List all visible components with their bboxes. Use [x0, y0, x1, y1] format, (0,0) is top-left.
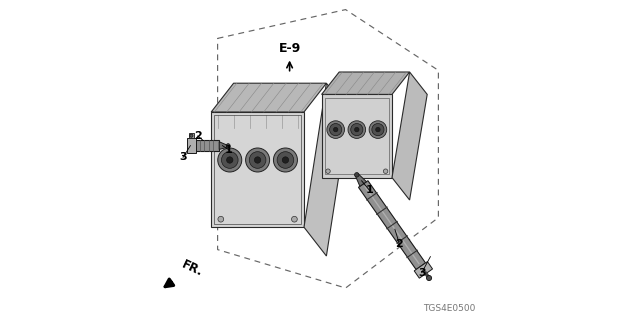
Ellipse shape [355, 127, 359, 132]
Ellipse shape [348, 121, 365, 139]
Polygon shape [322, 94, 392, 178]
Ellipse shape [227, 144, 230, 148]
Ellipse shape [221, 152, 238, 168]
Ellipse shape [246, 148, 269, 172]
Text: 3: 3 [418, 268, 426, 278]
Text: FR.: FR. [179, 258, 205, 279]
Text: E-9: E-9 [278, 42, 301, 54]
Ellipse shape [277, 152, 294, 168]
Ellipse shape [376, 127, 380, 132]
Text: 3: 3 [179, 152, 187, 163]
Ellipse shape [426, 276, 431, 281]
Ellipse shape [227, 157, 233, 163]
Polygon shape [304, 83, 349, 256]
Polygon shape [219, 142, 230, 149]
Text: 2: 2 [396, 239, 403, 249]
Polygon shape [189, 133, 195, 138]
Ellipse shape [282, 157, 289, 163]
Ellipse shape [327, 121, 344, 139]
Ellipse shape [369, 121, 387, 139]
Ellipse shape [190, 134, 193, 137]
Ellipse shape [333, 127, 338, 132]
Ellipse shape [326, 169, 330, 173]
Polygon shape [322, 72, 410, 94]
Ellipse shape [372, 124, 384, 136]
Ellipse shape [255, 157, 261, 163]
Ellipse shape [250, 152, 266, 168]
Text: 2: 2 [194, 131, 202, 141]
Polygon shape [414, 262, 433, 278]
Polygon shape [187, 138, 196, 153]
Ellipse shape [330, 124, 342, 136]
Ellipse shape [292, 216, 297, 222]
Ellipse shape [218, 216, 224, 222]
Ellipse shape [218, 148, 242, 172]
Polygon shape [211, 83, 326, 112]
Polygon shape [358, 181, 426, 269]
Ellipse shape [383, 169, 388, 173]
Ellipse shape [355, 172, 359, 177]
Polygon shape [392, 72, 428, 200]
Text: 1: 1 [225, 145, 233, 155]
Polygon shape [211, 112, 304, 227]
Text: 1: 1 [365, 185, 374, 196]
Ellipse shape [351, 124, 363, 136]
Polygon shape [195, 140, 219, 151]
Ellipse shape [273, 148, 298, 172]
Text: TGS4E0500: TGS4E0500 [423, 304, 475, 313]
Polygon shape [355, 174, 367, 186]
